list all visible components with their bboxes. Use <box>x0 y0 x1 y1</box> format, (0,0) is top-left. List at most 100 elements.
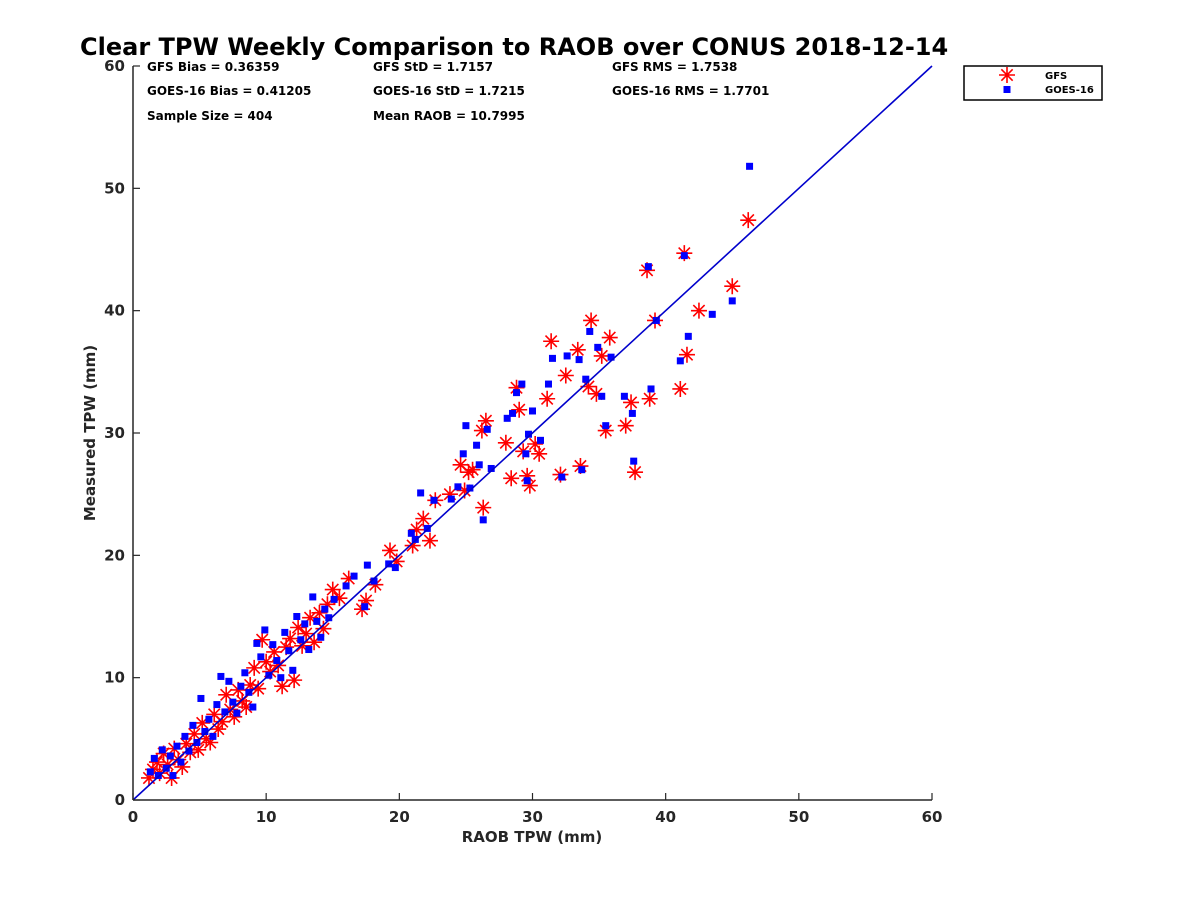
gfs-point-56 <box>415 510 432 527</box>
gfs-point-65 <box>477 412 494 429</box>
goes-point-66 <box>479 516 487 524</box>
goes-point-43 <box>317 633 325 641</box>
goes-point-88 <box>602 422 610 430</box>
one-to-one-line <box>132 65 933 801</box>
gfs-point-81 <box>572 458 589 475</box>
gfs-point-86 <box>597 422 614 439</box>
goes-point-7 <box>173 742 181 750</box>
goes-point-48 <box>350 572 358 580</box>
goes-point-61 <box>459 450 467 458</box>
gfs-point-83 <box>583 312 600 329</box>
stat-goes-rms: GOES-16 RMS = 1.7701 <box>612 84 769 98</box>
goes-point-80 <box>558 473 566 481</box>
goes-point-57 <box>423 524 431 532</box>
gfs-point-44 <box>315 620 332 637</box>
goes-point-11 <box>189 721 197 729</box>
gfs-point-97 <box>690 302 707 319</box>
goes-point-94 <box>647 385 655 393</box>
gfs-point-75 <box>531 445 548 462</box>
gfs-point-17 <box>206 706 223 723</box>
y-tick-label-3: 30 <box>104 424 125 442</box>
goes-point-14 <box>201 727 209 735</box>
goes-point-100 <box>728 297 736 305</box>
goes-point-83 <box>578 466 586 474</box>
goes-point-85 <box>586 327 594 335</box>
goes-point-46 <box>330 595 338 603</box>
gfs-point-72 <box>519 467 536 484</box>
gfs-point-9 <box>174 758 191 775</box>
y-tick-label-1: 10 <box>104 669 125 687</box>
goes-point-82 <box>575 356 583 364</box>
gfs-point-84 <box>588 385 605 402</box>
y-axis-label: Measured TPW (mm) <box>81 345 99 521</box>
gfs-point-66 <box>475 499 492 516</box>
stat-gfs-bias: GFS Bias = 0.36359 <box>147 60 279 74</box>
gfs-point-48 <box>340 570 357 587</box>
gfs-point-2 <box>148 754 165 771</box>
stat-goes-std: GOES-16 StD = 1.7215 <box>373 84 525 98</box>
gfs-point-5 <box>159 756 176 773</box>
stat-gfs-std: GFS StD = 1.7157 <box>373 60 493 74</box>
goes-point-64 <box>473 441 481 449</box>
goes-point-18 <box>217 672 225 680</box>
goes-point-60 <box>454 483 462 491</box>
gfs-point-82 <box>580 378 597 395</box>
goes-point-59 <box>447 495 455 503</box>
goes-point-42 <box>313 617 321 625</box>
legend: GFS GOES-16 <box>963 65 1103 101</box>
gfs-point-29 <box>254 631 271 648</box>
goes-point-51 <box>370 577 378 585</box>
goes-point-19 <box>221 708 229 716</box>
goes-point-63 <box>466 484 474 492</box>
y-tick-label-0: 0 <box>115 791 125 809</box>
goes-point-72 <box>518 380 526 388</box>
gfs-point-26 <box>242 677 259 694</box>
goes-point-52 <box>385 560 393 568</box>
chart-title: Clear TPW Weekly Comparison to RAOB over… <box>80 33 948 61</box>
gfs-point-70 <box>511 401 528 418</box>
gfs-point-27 <box>246 659 263 676</box>
goes-point-1 <box>150 754 158 762</box>
goes-point-16 <box>209 732 217 740</box>
gfs-point-60 <box>452 456 469 473</box>
gfs-point-63 <box>464 461 481 478</box>
goes-point-93 <box>644 263 652 271</box>
goes-point-21 <box>229 698 237 706</box>
legend-goes-square-icon <box>1003 86 1011 93</box>
x-tick-label-0: 0 <box>128 808 138 826</box>
goes-point-67 <box>483 425 491 433</box>
goes-point-70 <box>509 409 517 417</box>
goes-point-5 <box>166 752 174 760</box>
gfs-point-68 <box>503 470 520 487</box>
gfs-point-35 <box>278 639 295 656</box>
goes-point-29 <box>261 626 269 634</box>
goes-point-2 <box>154 772 162 780</box>
gfs-point-38 <box>290 619 307 636</box>
goes-point-56 <box>417 489 425 497</box>
goes-point-54 <box>407 529 415 537</box>
goes-point-0 <box>146 768 154 776</box>
gfs-point-30 <box>258 653 275 670</box>
gfs-point-10 <box>178 735 195 752</box>
goes-point-74 <box>525 430 533 438</box>
gfs-point-32 <box>266 643 283 660</box>
gfs-point-89 <box>623 394 640 411</box>
goes-point-58 <box>430 496 438 504</box>
goes-point-89 <box>607 353 615 361</box>
goes-point-87 <box>598 392 606 400</box>
y-tick-label-5: 50 <box>104 179 125 197</box>
goes-point-90 <box>620 392 628 400</box>
goes-point-55 <box>411 535 419 543</box>
gfs-point-40 <box>298 625 315 642</box>
gfs-point-52 <box>382 542 399 559</box>
gfs-point-62 <box>460 464 477 481</box>
goes-point-91 <box>628 409 636 417</box>
goes-point-99 <box>708 310 716 318</box>
goes-point-6 <box>169 772 177 780</box>
legend-gfs-asterisk-icon <box>999 67 1015 83</box>
gfs-point-55 <box>408 521 425 538</box>
gfs-point-34 <box>274 678 291 695</box>
goes-point-8 <box>177 758 185 766</box>
gfs-point-98 <box>724 278 741 295</box>
